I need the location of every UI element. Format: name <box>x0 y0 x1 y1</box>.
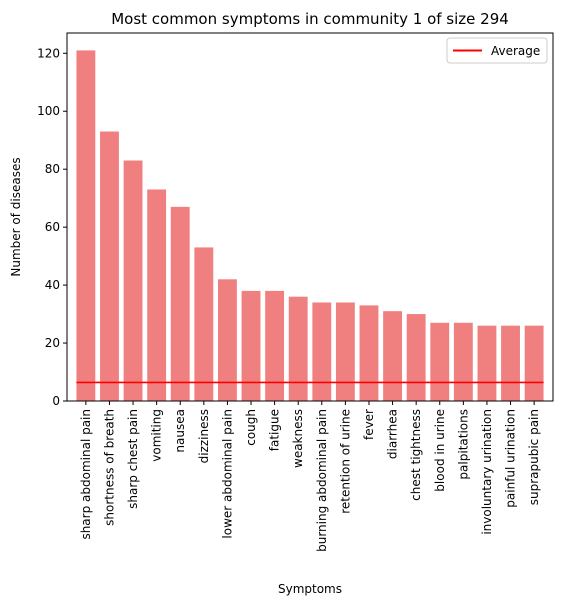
legend: Average <box>446 37 548 64</box>
x-tick-label-17: involuntary urination <box>480 409 494 535</box>
plot-frame <box>66 32 554 402</box>
y-tick-label-1: 20 <box>45 336 60 350</box>
bar-10 <box>312 302 332 401</box>
bar-13 <box>383 311 403 401</box>
bar-8 <box>265 290 285 401</box>
x-axis-label: Symptoms <box>278 582 342 596</box>
bar-7 <box>241 290 261 401</box>
x-tick-label-1: shortness of breath <box>102 409 116 526</box>
x-tick-label-18: painful urination <box>504 409 518 508</box>
x-tick-label-7: cough <box>244 409 258 446</box>
bar-11 <box>335 302 355 401</box>
bar-6 <box>217 279 237 401</box>
bar-5 <box>194 247 214 401</box>
bars-group <box>76 50 544 401</box>
bar-19 <box>524 325 544 401</box>
chart-title: Most common symptoms in community 1 of s… <box>111 10 509 28</box>
y-axis: 0 20 40 60 80 100 120 <box>37 46 67 408</box>
legend-box <box>446 37 548 64</box>
x-tick-label-5: dizziness <box>197 409 211 463</box>
x-tick-label-16: palpitations <box>456 409 470 480</box>
x-tick-label-19: suprapubic pain <box>527 409 541 505</box>
y-tick-label-5: 100 <box>37 104 60 118</box>
bar-3 <box>147 189 167 401</box>
x-tick-label-13: diarrhea <box>386 409 400 459</box>
x-tick-label-8: fatigue <box>268 409 282 451</box>
legend-label-average: Average <box>491 44 540 58</box>
x-tick-label-3: vomiting <box>150 409 164 462</box>
x-tick-label-2: sharp chest pain <box>126 409 140 509</box>
y-tick-label-3: 60 <box>45 220 60 234</box>
x-axis: sharp abdominal pain shortness of breath s… <box>79 401 541 552</box>
x-tick-label-11: retention of urine <box>338 409 352 514</box>
bar-18 <box>501 325 520 401</box>
bar-14 <box>406 314 426 401</box>
y-tick-label-0: 0 <box>52 394 60 408</box>
x-tick-label-9: weakness <box>291 409 305 468</box>
bar-9 <box>288 296 308 401</box>
y-tick-label-2: 40 <box>45 278 60 292</box>
x-tick-label-4: nausea <box>173 409 187 453</box>
bar-1 <box>100 131 119 401</box>
y-tick-label-6: 120 <box>37 46 60 60</box>
bar-2 <box>123 160 143 401</box>
bar-15 <box>430 322 450 401</box>
x-tick-label-6: lower abdominal pain <box>220 409 234 539</box>
bar-0 <box>76 50 96 401</box>
y-axis-label: Number of diseases <box>9 157 23 276</box>
bar-4 <box>170 206 190 401</box>
bar-12 <box>359 305 379 401</box>
x-tick-label-0: sharp abdominal pain <box>79 409 93 540</box>
bar-17 <box>477 325 497 401</box>
x-tick-label-10: burning abdominal pain <box>315 409 329 552</box>
x-tick-label-14: chest tightness <box>409 409 423 501</box>
x-tick-label-12: fever <box>362 409 376 440</box>
x-tick-label-15: blood in urine <box>433 409 447 492</box>
bar-16 <box>453 322 473 401</box>
y-tick-label-4: 80 <box>45 162 60 176</box>
